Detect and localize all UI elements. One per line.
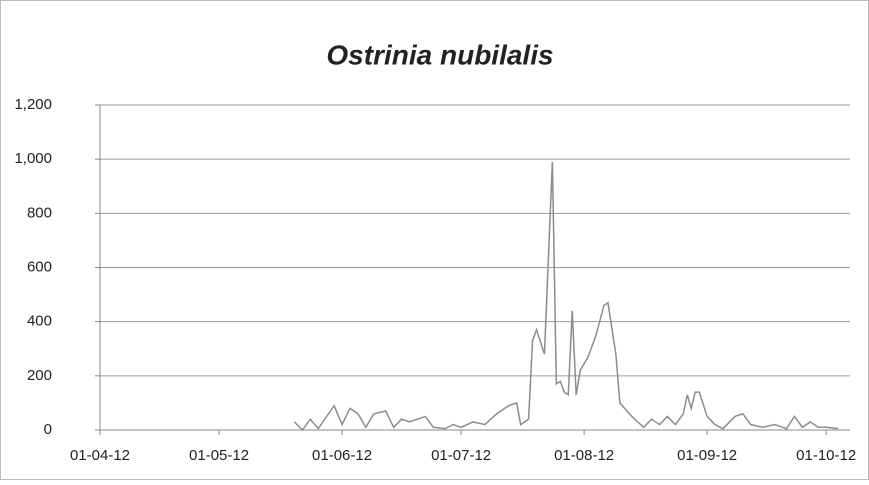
y-tick-label: 0 [44,421,52,438]
y-tick-label: 600 [27,258,52,275]
y-tick-label: 200 [27,367,52,384]
y-tick-label: 400 [27,313,52,330]
x-tick-label: 01-04-12 [70,447,130,464]
y-tick-label: 800 [27,204,52,221]
x-tick-label: 01-10-12 [796,447,856,464]
data-line [293,161,839,432]
x-tick-label: 01-08-12 [554,447,614,464]
y-tick-label: 1,200 [14,96,52,113]
x-tick-label: 01-07-12 [431,447,491,464]
x-tick-label: 01-05-12 [189,447,249,464]
chart-title: Ostrinia nubilalis [326,39,553,70]
y-tick-label: 1,000 [14,150,52,167]
x-tick-label: 01-09-12 [677,447,737,464]
x-tick-label: 01-06-12 [312,447,372,464]
